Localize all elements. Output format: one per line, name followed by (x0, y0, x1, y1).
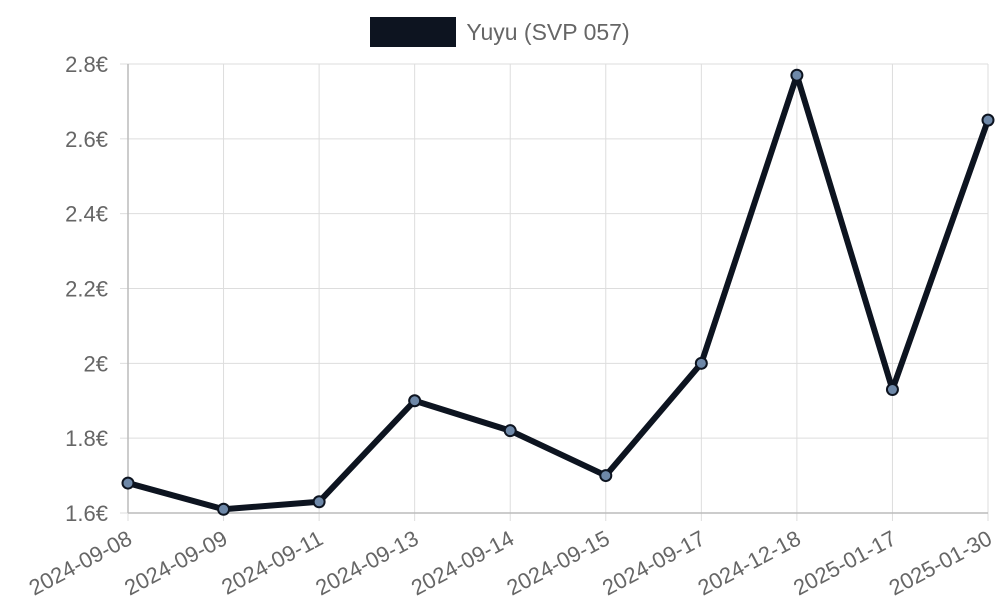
x-tick-label: 2024-09-17 (598, 525, 709, 600)
y-tick-label: 1.8€ (65, 426, 108, 451)
data-point (503, 424, 517, 438)
axes (120, 63, 989, 521)
series-line (125, 72, 991, 513)
y-tick-label: 2€ (84, 351, 108, 376)
y-tick-label: 2.2€ (65, 277, 108, 302)
data-point (312, 495, 326, 509)
x-tick-label: 2024-12-18 (694, 525, 805, 600)
x-tick-labels: 2024-09-082024-09-092024-09-112024-09-13… (25, 525, 996, 600)
data-point (217, 502, 231, 516)
series-line-layer (125, 72, 991, 513)
y-tick-label: 1.6€ (65, 501, 108, 526)
data-points (121, 68, 995, 516)
x-tick-label: 2025-01-30 (885, 525, 996, 600)
data-point (694, 356, 708, 370)
data-point (408, 394, 422, 408)
x-tick-label: 2024-09-08 (25, 525, 136, 600)
data-point (790, 68, 804, 82)
y-tick-labels: 1.6€ 1.8€ 2€ 2.2€ 2.4€ 2.6€ 2.8€ (65, 52, 108, 526)
x-tick-label: 2024-09-15 (503, 525, 614, 600)
x-tick-label: 2024-09-11 (217, 525, 327, 599)
legend-label: Yuyu (SVP 057) (466, 18, 630, 45)
y-tick-label: 2.4€ (65, 202, 108, 227)
x-tick-label: 2024-09-14 (407, 525, 518, 600)
data-point (599, 469, 613, 483)
data-point (981, 113, 995, 127)
chart-legend[interactable]: Yuyu (SVP 057) (0, 16, 1000, 48)
x-tick-label: 2025-01-17 (789, 525, 900, 600)
x-tick-label: 2024-09-09 (120, 525, 231, 600)
data-point (885, 383, 899, 397)
data-point (121, 476, 135, 490)
y-tick-label: 2.8€ (65, 52, 108, 77)
legend-swatch (370, 17, 457, 47)
x-tick-label: 2024-09-13 (311, 525, 422, 600)
y-tick-label: 2.6€ (65, 127, 108, 152)
grid-lines (127, 63, 989, 514)
